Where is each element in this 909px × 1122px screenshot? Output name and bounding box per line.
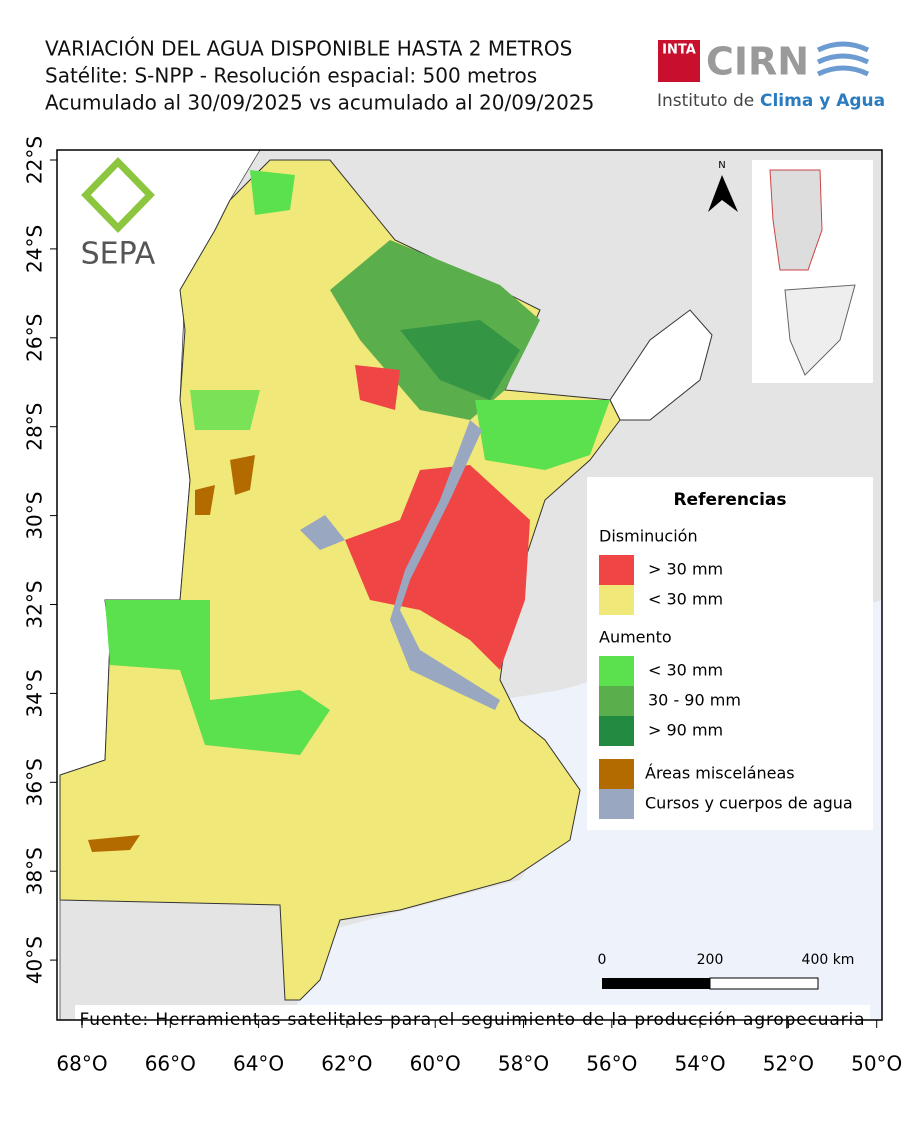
inta-box bbox=[658, 40, 700, 82]
lat-label: 32°S bbox=[23, 580, 47, 628]
legend-box bbox=[587, 477, 873, 830]
legend-title: Referencias bbox=[673, 490, 786, 510]
legend-swatch bbox=[599, 716, 634, 746]
lat-label: 22°S bbox=[23, 136, 47, 184]
sepa-text: SEPA bbox=[81, 237, 156, 272]
waves bbox=[816, 41, 870, 77]
lon-label: 66°O bbox=[145, 1052, 196, 1076]
legend-swatch bbox=[599, 686, 634, 716]
legend-swatch bbox=[599, 656, 634, 686]
legend-group: Disminución bbox=[599, 527, 698, 546]
increase-area bbox=[105, 600, 330, 755]
legend-label: > 90 mm bbox=[648, 721, 723, 740]
lon-label: 50°O bbox=[851, 1052, 902, 1076]
lon-label: 58°O bbox=[498, 1052, 549, 1076]
scale-segment bbox=[709, 977, 819, 990]
north-arrow bbox=[708, 175, 738, 212]
lat-label: 38°S bbox=[23, 847, 47, 895]
legend-label: Áreas misceláneas bbox=[645, 764, 795, 783]
lat-label: 30°S bbox=[23, 492, 47, 540]
decrease-area bbox=[355, 365, 400, 410]
scale-bar: 0 200 400 km bbox=[598, 952, 855, 990]
legend-label: Cursos y cuerpos de agua bbox=[645, 794, 853, 813]
scale-label: 0 bbox=[598, 952, 607, 968]
misc-area bbox=[195, 485, 215, 515]
lon-label: 54°O bbox=[674, 1052, 725, 1076]
frame-border bbox=[56, 149, 883, 1021]
north-label: N bbox=[718, 160, 725, 171]
inset-country bbox=[769, 169, 823, 271]
increase-area bbox=[475, 400, 610, 470]
water-body bbox=[390, 420, 500, 710]
legend-group: Aumento bbox=[599, 628, 672, 647]
misc-area bbox=[88, 835, 140, 852]
lon-label: 56°O bbox=[586, 1052, 637, 1076]
lon-label: 60°O bbox=[410, 1052, 461, 1076]
decrease-area bbox=[345, 465, 530, 670]
lat-label: 24°S bbox=[23, 225, 47, 273]
legend-label: < 30 mm bbox=[648, 661, 723, 680]
title-line: Satélite: S-NPP - Resolución espacial: 5… bbox=[45, 64, 537, 88]
lat-label: 26°S bbox=[23, 314, 47, 362]
legend: Referencias Disminución > 30 mm < 30 mm Aum… bbox=[587, 477, 873, 830]
header: VARIACIÓN DEL AGUA DISPONIBLE HASTA 2 ME… bbox=[45, 37, 594, 115]
increase-area bbox=[250, 170, 295, 215]
lat-label: 40°S bbox=[23, 936, 47, 984]
scale-label: 200 bbox=[697, 952, 724, 968]
sepa-logo: SEPA bbox=[81, 156, 156, 272]
lon-label: 64°O bbox=[233, 1052, 284, 1076]
institute: Instituto de bbox=[657, 91, 754, 111]
scale-label: 400 km bbox=[802, 952, 855, 968]
lon-label: 52°O bbox=[763, 1052, 814, 1076]
water-body bbox=[300, 515, 345, 550]
inset-antarctic bbox=[784, 284, 856, 376]
inta-text: INTA bbox=[662, 43, 696, 58]
lat-label: 28°S bbox=[23, 403, 47, 451]
legend-label: 30 - 90 mm bbox=[648, 691, 741, 710]
increase-area bbox=[400, 320, 520, 400]
legend-label: > 30 mm bbox=[648, 560, 723, 579]
source-box bbox=[75, 1005, 870, 1033]
misc-area bbox=[230, 455, 255, 495]
legend-swatch bbox=[599, 789, 634, 819]
lat-label: 36°S bbox=[23, 758, 47, 806]
increase-area bbox=[190, 390, 260, 430]
title-line: Acumulado al 30/09/2025 vs acumulado al … bbox=[45, 91, 594, 115]
institute-highlight: Clima y Agua bbox=[760, 91, 885, 111]
lon-label: 68°O bbox=[56, 1052, 107, 1076]
legend-swatch bbox=[599, 759, 634, 789]
logo: INTA CIRN Instituto de Clima y Agua bbox=[657, 40, 885, 112]
lon-label: 62°O bbox=[321, 1052, 372, 1076]
neighbor-land bbox=[609, 309, 713, 421]
legend-swatch bbox=[599, 555, 634, 585]
title-line: VARIACIÓN DEL AGUA DISPONIBLE HASTA 2 ME… bbox=[45, 37, 572, 61]
legend-swatch bbox=[599, 585, 634, 615]
lat-label: 34°S bbox=[23, 669, 47, 717]
scale-segment bbox=[602, 978, 710, 989]
cirn-text: CIRN bbox=[706, 40, 809, 84]
legend-label: < 30 mm bbox=[648, 590, 723, 609]
